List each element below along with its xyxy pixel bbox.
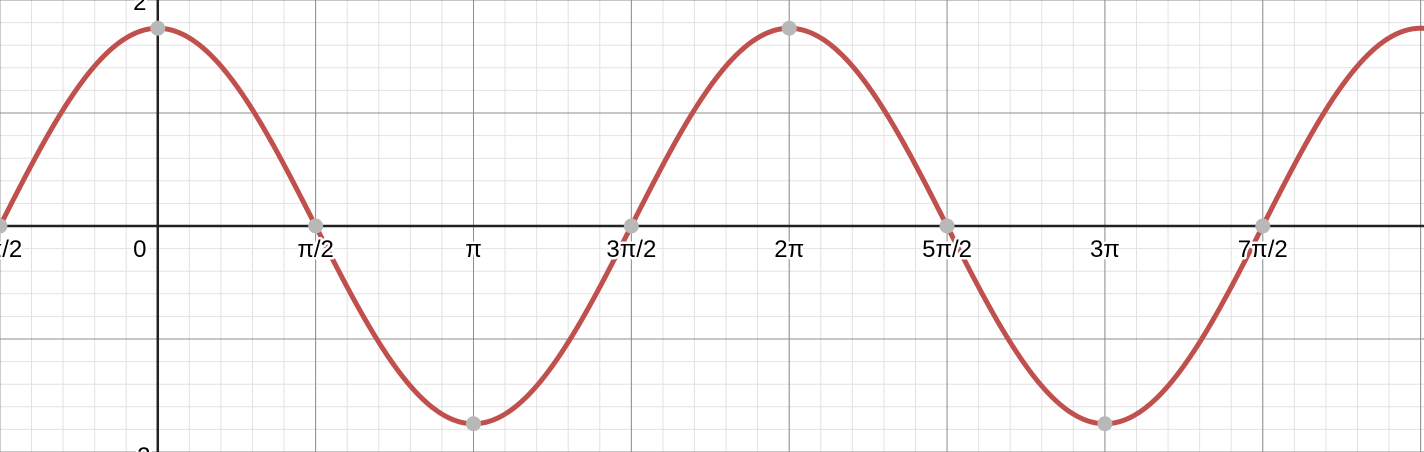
x-tick-label: 5π/2 xyxy=(922,236,972,263)
x-tick-label: π/2 xyxy=(297,236,334,263)
x-tick-label: π xyxy=(465,236,482,263)
y-tick-label: 2 xyxy=(133,0,146,16)
data-point[interactable] xyxy=(1255,219,1270,234)
data-point[interactable] xyxy=(1097,416,1112,431)
data-point[interactable] xyxy=(150,21,165,36)
data-point[interactable] xyxy=(466,416,481,431)
x-tick-label: -π/2 xyxy=(0,236,22,263)
data-point[interactable] xyxy=(0,219,7,234)
x-tick-label: 0 xyxy=(133,236,146,263)
x-tick-label: 2π xyxy=(774,236,804,263)
data-point[interactable] xyxy=(940,219,955,234)
x-tick-label: 3π/2 xyxy=(606,236,656,263)
x-tick-label: 3π xyxy=(1090,236,1120,263)
data-point[interactable] xyxy=(308,219,323,234)
data-point[interactable] xyxy=(782,21,797,36)
y-tick-label: -2 xyxy=(129,443,150,452)
data-point[interactable] xyxy=(624,219,639,234)
x-tick-label: 7π/2 xyxy=(1238,236,1288,263)
